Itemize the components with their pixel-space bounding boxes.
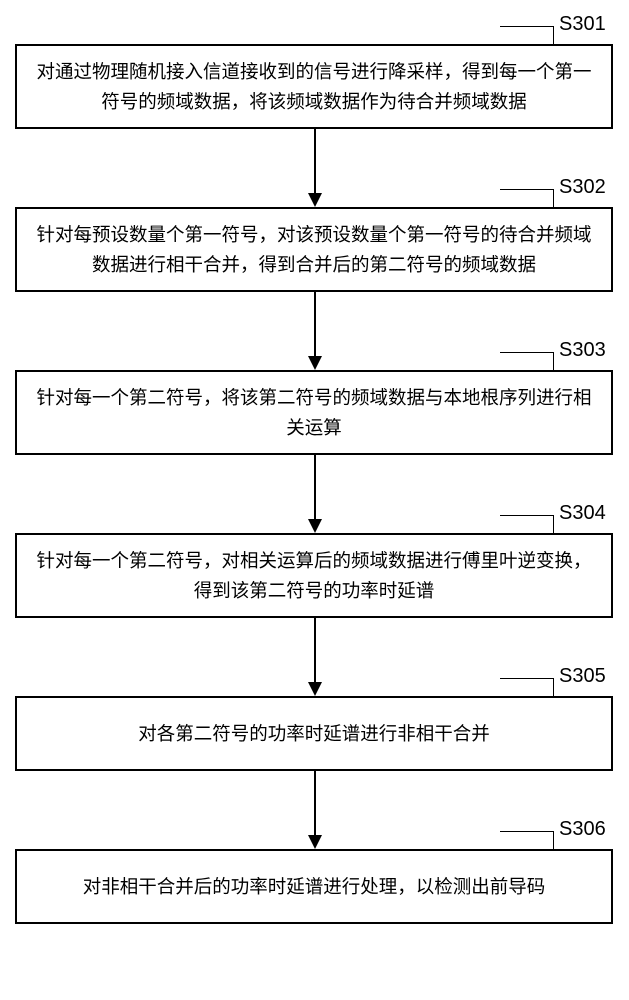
arrow-line: [314, 771, 316, 835]
step-text: 对通过物理随机接入信道接收到的信号进行降采样，得到每一个第一符号的频域数据，将该…: [35, 57, 593, 116]
step-box-s306: 对非相干合并后的功率时延谱进行处理，以检测出前导码: [15, 849, 613, 924]
arrow-head: [308, 356, 322, 370]
label-connector: [500, 678, 554, 697]
step-label-s302: S302: [559, 176, 606, 199]
arrow-line: [314, 292, 316, 356]
flowchart-container: S301 对通过物理随机接入信道接收到的信号进行降采样，得到每一个第一符号的频域…: [0, 0, 629, 1000]
arrow-line: [314, 618, 316, 682]
step-box-s305: 对各第二符号的功率时延谱进行非相干合并: [15, 696, 613, 771]
step-text: 针对每一个第二符号，对相关运算后的频域数据进行傅里叶逆变换，得到该第二符号的功率…: [35, 546, 593, 605]
step-text: 对非相干合并后的功率时延谱进行处理，以检测出前导码: [83, 872, 546, 902]
step-label-s304: S304: [559, 502, 606, 525]
label-connector: [500, 352, 554, 371]
arrow-line: [314, 129, 316, 193]
step-label-s305: S305: [559, 665, 606, 688]
step-box-s304: 针对每一个第二符号，对相关运算后的频域数据进行傅里叶逆变换，得到该第二符号的功率…: [15, 533, 613, 618]
step-label-s306: S306: [559, 818, 606, 841]
label-connector: [500, 831, 554, 850]
step-text: 对各第二符号的功率时延谱进行非相干合并: [138, 719, 490, 749]
label-connector: [500, 515, 554, 534]
step-box-s301: 对通过物理随机接入信道接收到的信号进行降采样，得到每一个第一符号的频域数据，将该…: [15, 44, 613, 129]
step-label-s301: S301: [559, 13, 606, 36]
label-connector: [500, 26, 554, 45]
step-box-s303: 针对每一个第二符号，将该第二符号的频域数据与本地根序列进行相关运算: [15, 370, 613, 455]
step-text: 针对每预设数量个第一符号，对该预设数量个第一符号的待合并频域数据进行相干合并，得…: [35, 220, 593, 279]
step-label-s303: S303: [559, 339, 606, 362]
step-box-s302: 针对每预设数量个第一符号，对该预设数量个第一符号的待合并频域数据进行相干合并，得…: [15, 207, 613, 292]
arrow-head: [308, 835, 322, 849]
label-connector: [500, 189, 554, 208]
step-text: 针对每一个第二符号，将该第二符号的频域数据与本地根序列进行相关运算: [35, 383, 593, 442]
arrow-head: [308, 193, 322, 207]
arrow-head: [308, 519, 322, 533]
arrow-head: [308, 682, 322, 696]
arrow-line: [314, 455, 316, 519]
